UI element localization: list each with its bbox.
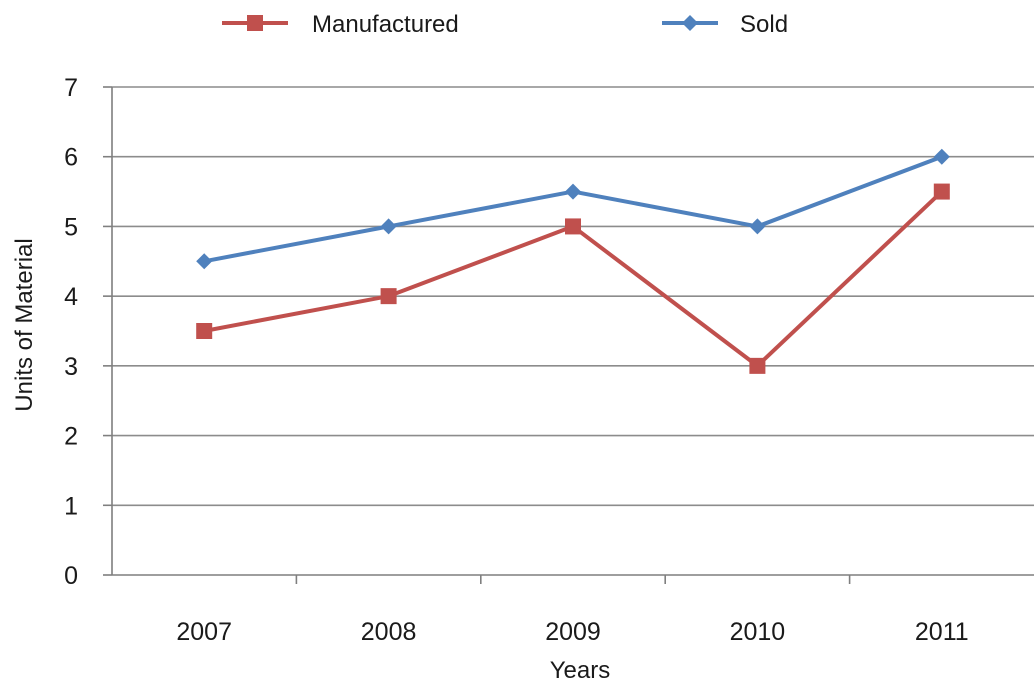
legend-manufactured-marker [247,15,263,31]
legend-manufactured-label: Manufactured [312,11,459,38]
axes: 0 1 2 3 4 5 6 7 2007 2008 2009 2010 2011 [64,74,1034,646]
sold-point [933,148,950,165]
x-tick-label: 2011 [915,618,969,646]
series-lines [196,148,950,374]
legend: Manufactured Sold [222,11,788,38]
manufactured-point [749,357,766,374]
y-axis-title: Units of Material [11,238,38,411]
x-tick-label: 2007 [176,618,232,646]
manufactured-point [933,183,950,200]
sold-point [749,218,766,235]
grid-lines [112,86,1034,507]
manufactured-point [565,218,581,235]
sold-point [565,183,581,200]
sold-point [380,218,397,235]
manufactured-point [380,288,397,305]
legend-sold-marker [682,15,698,31]
manufactured-point [196,323,213,339]
x-axis-title: Years [550,657,611,684]
y-tick-label: 2 [64,423,78,451]
x-tick-label: 2008 [361,618,417,646]
sold-line [203,154,943,264]
y-tick-label: 3 [64,353,78,381]
y-tick-label: 7 [64,74,78,102]
y-tick-label: 6 [64,144,78,172]
x-tick-label: 2009 [545,618,601,646]
y-tick-label: 1 [64,492,78,520]
y-tick-label: 4 [64,283,78,311]
x-tick-label: 2010 [730,618,786,646]
y-tick-label: 5 [64,213,78,241]
y-tick-label: 0 [64,562,78,590]
manufactured-line [203,190,944,368]
sold-point [196,253,213,270]
legend-sold-label: Sold [740,11,788,38]
